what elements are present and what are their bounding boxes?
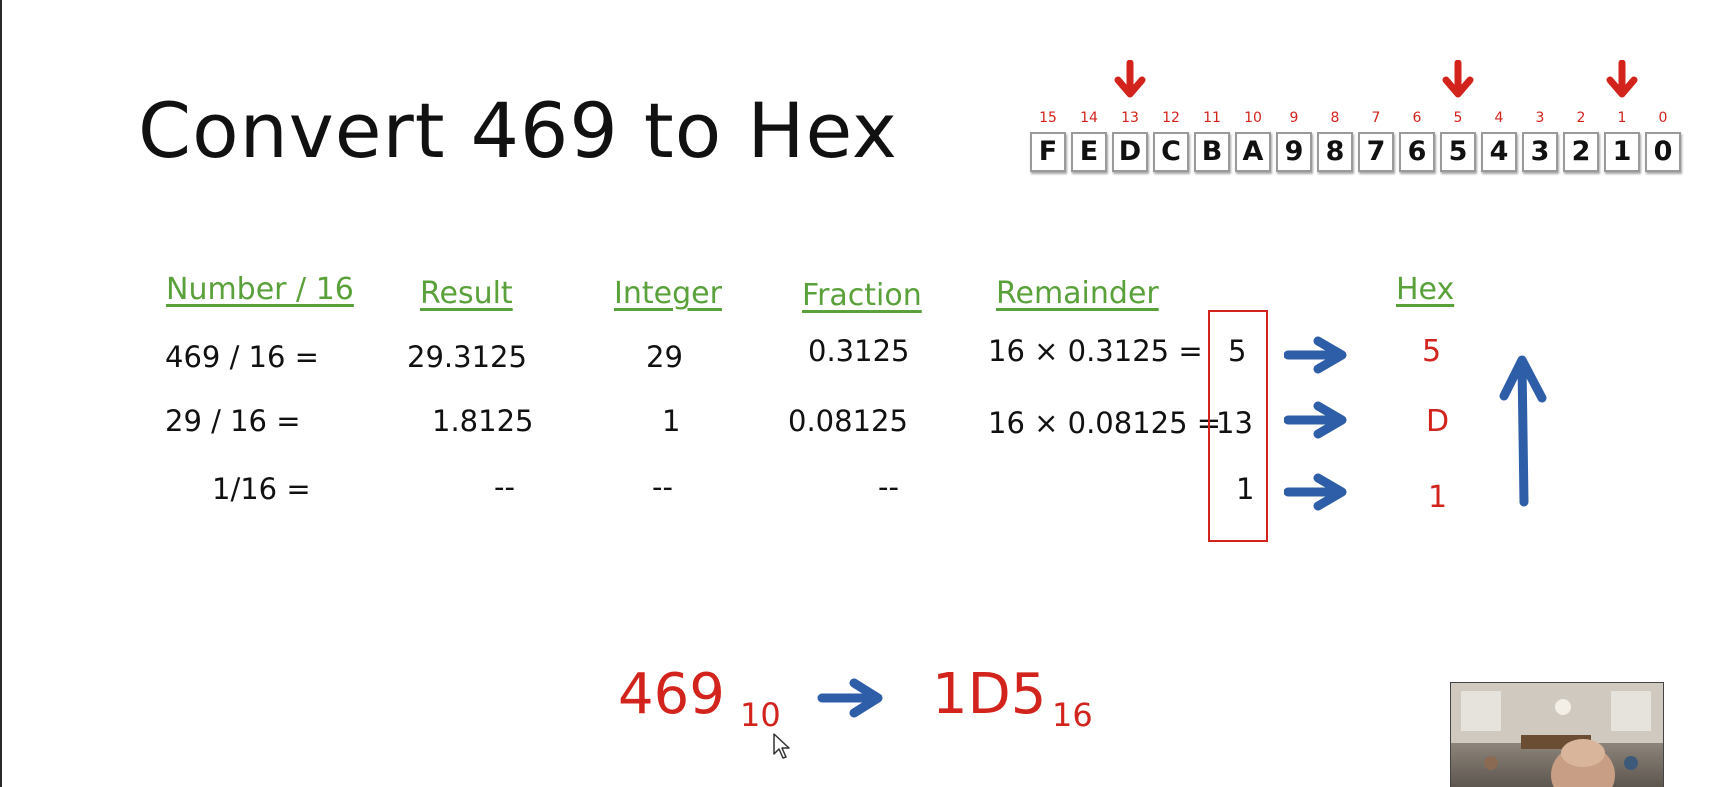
row1-calc: 16 × 0.3125 = [988, 334, 1203, 368]
row1-number: 469 / 16 = [165, 340, 319, 374]
row2-remainder: 13 [1216, 406, 1253, 440]
hex-digit-cell: E [1071, 132, 1107, 172]
hex-index-label: 2 [1576, 110, 1586, 126]
hex-index-label: 10 [1244, 110, 1262, 126]
red-down-arrow-icon [1114, 60, 1146, 98]
row2-hex: D [1426, 404, 1450, 439]
row3-hex: 1 [1428, 480, 1448, 515]
hex-digit-cell: 5 [1440, 132, 1476, 172]
hex-index-label: 14 [1080, 110, 1098, 126]
header-integer: Integer [614, 276, 722, 311]
hex-digit-cell: D [1112, 132, 1148, 172]
blue-right-arrow-icon [1284, 401, 1347, 439]
hex-digit-cell: 2 [1563, 132, 1599, 172]
hex-index-label: 4 [1494, 110, 1504, 126]
blue-up-arrow-icon [1499, 355, 1547, 507]
mouse-cursor-icon [773, 733, 790, 759]
row1-integer: 29 [646, 340, 683, 374]
row3-remainder: 1 [1236, 472, 1255, 506]
decimal-value: 469 [618, 662, 725, 727]
hex-digit-strip: 15 F 14 E 13 D 12 C 11 B 10 A 9 9 8 8 7 7 6 6 5 5 4 4 3 3 2 2 1 1 0 0 [1030, 60, 1690, 176]
hex-digit-cell: 4 [1481, 132, 1517, 172]
hex-value: 1D5 [932, 662, 1047, 727]
hex-digit-cell: 7 [1358, 132, 1394, 172]
remainder-highlight-box [1208, 310, 1268, 542]
hex-digit-cell: 8 [1317, 132, 1353, 172]
hex-index-label: 12 [1162, 110, 1180, 126]
row2-result: 1.8125 [432, 404, 534, 438]
hex-index-label: 7 [1371, 110, 1381, 126]
hex-digit-cell: 1 [1604, 132, 1640, 172]
row1-remainder: 5 [1228, 334, 1247, 368]
hex-digit-cell: B [1194, 132, 1230, 172]
hex-index-label: 6 [1412, 110, 1422, 126]
hex-digit-cell: 0 [1645, 132, 1681, 172]
hex-index-label: 1 [1617, 110, 1627, 126]
hex-digit-cell: C [1153, 132, 1189, 172]
hex-digit-cell: 6 [1399, 132, 1435, 172]
row3-fraction: -- [878, 470, 899, 504]
row1-result: 29.3125 [407, 340, 527, 374]
hex-base: 16 [1052, 696, 1093, 734]
hex-digit-cell: F [1030, 132, 1066, 172]
hex-index-label: 5 [1453, 110, 1463, 126]
row2-fraction: 0.08125 [788, 404, 908, 438]
red-down-arrow-icon [1606, 60, 1638, 98]
blue-right-arrow-icon [1284, 336, 1347, 374]
row2-integer: 1 [662, 404, 681, 438]
red-down-arrow-icon [1442, 60, 1474, 98]
page-title: Convert 469 to Hex [138, 86, 898, 175]
header-hex: Hex [1396, 272, 1455, 307]
header-remainder: Remainder [996, 276, 1159, 311]
hex-index-label: 13 [1121, 110, 1139, 126]
webcam-scene [1451, 683, 1663, 787]
header-fraction: Fraction [802, 278, 922, 313]
hex-index-label: 11 [1203, 110, 1221, 126]
webcam-video-overlay [1450, 682, 1664, 787]
header-number: Number / 16 [166, 272, 354, 307]
hex-index-label: 8 [1330, 110, 1340, 126]
hex-digit-cell: 9 [1276, 132, 1312, 172]
row1-fraction: 0.3125 [808, 334, 910, 368]
row3-integer: -- [652, 470, 673, 504]
blue-right-arrow-icon [1284, 473, 1347, 511]
row3-number: 1/16 = [212, 472, 311, 506]
header-result: Result [420, 276, 513, 311]
row3-result: -- [494, 470, 515, 504]
row1-hex: 5 [1422, 334, 1442, 369]
blue-right-arrow-icon [817, 678, 883, 718]
row2-number: 29 / 16 = [165, 404, 301, 438]
hex-digit-cell: 3 [1522, 132, 1558, 172]
hex-index-label: 3 [1535, 110, 1545, 126]
decimal-base: 10 [740, 696, 781, 734]
hex-index-label: 0 [1658, 110, 1668, 126]
hex-index-label: 15 [1039, 110, 1057, 126]
hex-digit-cell: A [1235, 132, 1271, 172]
row2-calc: 16 × 0.08125 = [988, 406, 1222, 440]
hex-index-label: 9 [1289, 110, 1299, 126]
